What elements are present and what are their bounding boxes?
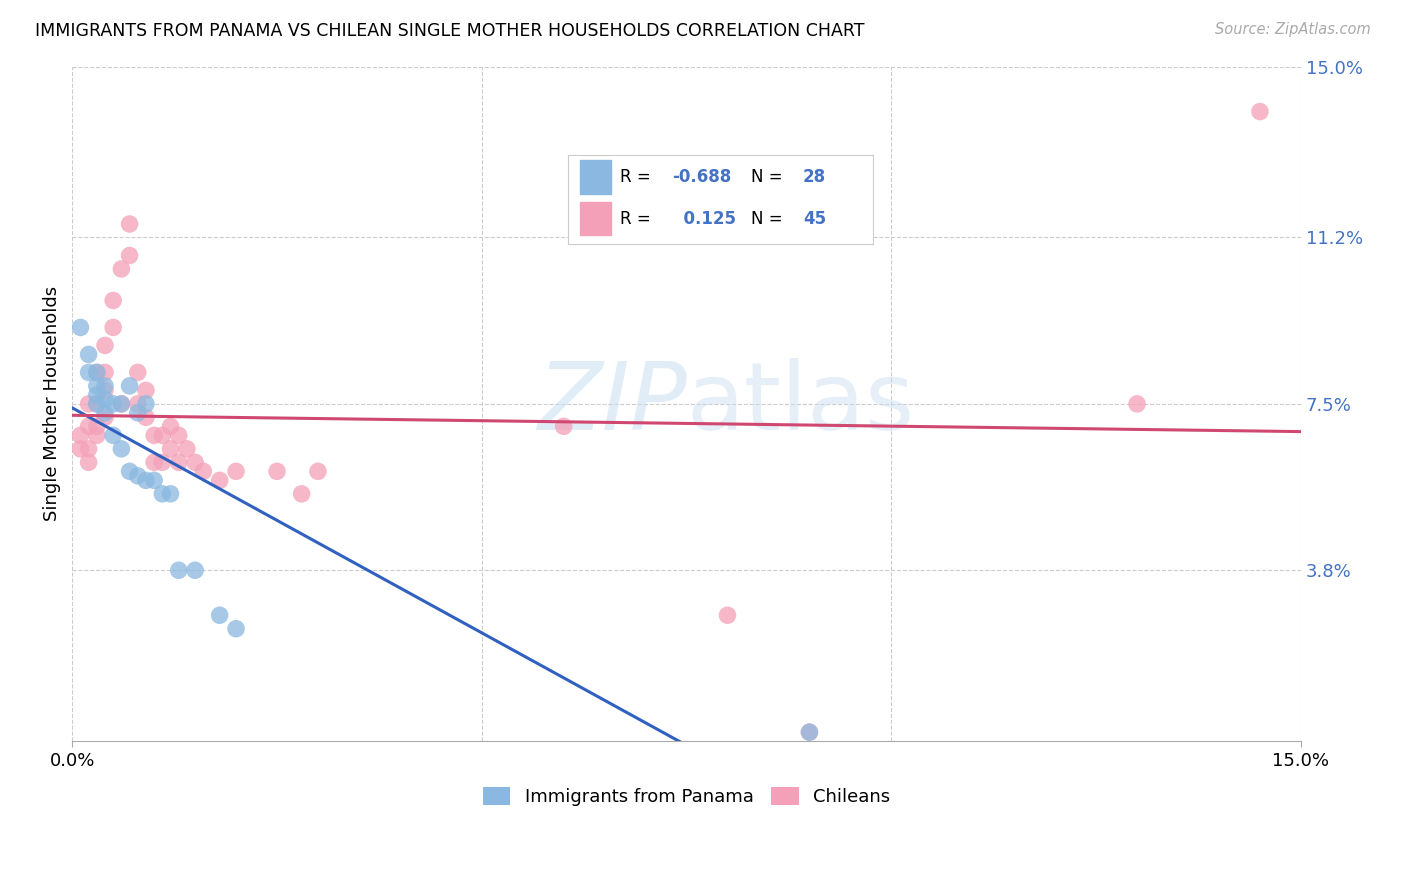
Point bbox=[167, 563, 190, 577]
Y-axis label: Single Mother Households: Single Mother Households bbox=[44, 286, 60, 522]
Point bbox=[225, 464, 247, 478]
Point bbox=[86, 428, 108, 442]
Point bbox=[77, 442, 100, 456]
Point bbox=[799, 725, 821, 739]
Point bbox=[94, 406, 117, 420]
Point bbox=[143, 455, 166, 469]
Text: 45: 45 bbox=[803, 211, 827, 228]
Point bbox=[127, 406, 149, 420]
Point bbox=[159, 487, 181, 501]
Point bbox=[167, 455, 190, 469]
Point bbox=[94, 384, 117, 398]
Point bbox=[176, 442, 198, 456]
Point bbox=[184, 455, 207, 469]
Point bbox=[94, 410, 117, 425]
Point bbox=[127, 468, 149, 483]
Point bbox=[103, 320, 125, 334]
Text: Source: ZipAtlas.com: Source: ZipAtlas.com bbox=[1215, 22, 1371, 37]
Point bbox=[1126, 397, 1149, 411]
Point bbox=[77, 365, 100, 379]
Point bbox=[110, 397, 132, 411]
Point bbox=[77, 397, 100, 411]
Point bbox=[94, 365, 117, 379]
Point bbox=[1249, 104, 1271, 119]
Point bbox=[159, 419, 181, 434]
Text: -0.688: -0.688 bbox=[672, 169, 731, 186]
Point bbox=[799, 725, 821, 739]
Point bbox=[103, 293, 125, 308]
Text: N =: N = bbox=[751, 211, 787, 228]
Point bbox=[150, 487, 173, 501]
Point bbox=[86, 388, 108, 402]
Point bbox=[184, 563, 207, 577]
Point bbox=[118, 379, 141, 393]
Point bbox=[118, 464, 141, 478]
Point bbox=[118, 217, 141, 231]
Point bbox=[150, 428, 173, 442]
Point bbox=[135, 473, 157, 487]
Point bbox=[208, 608, 231, 623]
Point bbox=[135, 410, 157, 425]
Point bbox=[159, 442, 181, 456]
Point bbox=[86, 419, 108, 434]
Point bbox=[94, 379, 117, 393]
Point bbox=[135, 397, 157, 411]
Text: N =: N = bbox=[751, 169, 787, 186]
Point bbox=[69, 442, 91, 456]
Point bbox=[110, 262, 132, 277]
Point bbox=[77, 347, 100, 361]
Point bbox=[135, 384, 157, 398]
Text: 28: 28 bbox=[803, 169, 827, 186]
Point bbox=[208, 473, 231, 487]
Point bbox=[225, 622, 247, 636]
Bar bbox=[581, 202, 610, 235]
Point bbox=[150, 455, 173, 469]
Point bbox=[716, 608, 738, 623]
Point bbox=[553, 419, 575, 434]
Point bbox=[103, 428, 125, 442]
Point bbox=[290, 487, 312, 501]
Point bbox=[94, 392, 117, 407]
Point bbox=[266, 464, 288, 478]
Text: IMMIGRANTS FROM PANAMA VS CHILEAN SINGLE MOTHER HOUSEHOLDS CORRELATION CHART: IMMIGRANTS FROM PANAMA VS CHILEAN SINGLE… bbox=[35, 22, 865, 40]
Point bbox=[143, 428, 166, 442]
Point bbox=[69, 320, 91, 334]
Point bbox=[86, 365, 108, 379]
Point bbox=[77, 419, 100, 434]
Text: atlas: atlas bbox=[686, 358, 915, 450]
Text: 0.125: 0.125 bbox=[672, 211, 735, 228]
Point bbox=[86, 379, 108, 393]
Text: R =: R = bbox=[620, 169, 655, 186]
Point bbox=[167, 428, 190, 442]
Point bbox=[86, 365, 108, 379]
Point bbox=[143, 473, 166, 487]
Point bbox=[86, 397, 108, 411]
Point bbox=[86, 397, 108, 411]
Point bbox=[307, 464, 329, 478]
Point bbox=[118, 248, 141, 262]
Legend: Immigrants from Panama, Chileans: Immigrants from Panama, Chileans bbox=[475, 780, 897, 814]
Point bbox=[110, 397, 132, 411]
Point bbox=[193, 464, 215, 478]
Point bbox=[127, 397, 149, 411]
Point bbox=[110, 442, 132, 456]
Text: ZIP: ZIP bbox=[537, 359, 686, 450]
Point bbox=[94, 338, 117, 352]
Bar bbox=[581, 160, 610, 194]
Point bbox=[127, 365, 149, 379]
Point bbox=[69, 428, 91, 442]
Point bbox=[103, 397, 125, 411]
Text: R =: R = bbox=[620, 211, 655, 228]
Point bbox=[77, 455, 100, 469]
